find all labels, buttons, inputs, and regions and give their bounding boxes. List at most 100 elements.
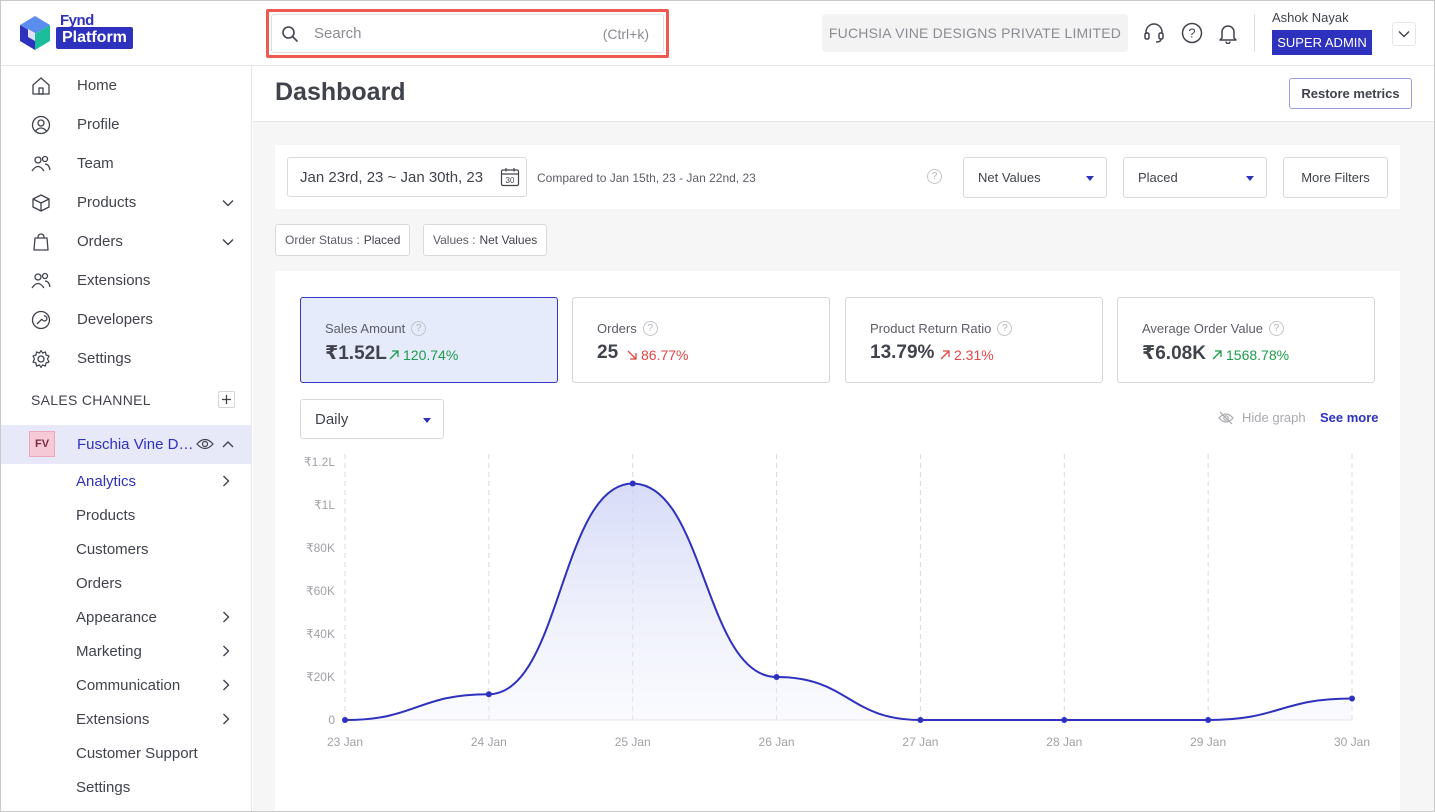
kpi-change-value: 86.77% [641, 347, 689, 363]
kpi-value: 13.79% [870, 342, 935, 363]
headset-icon[interactable] [1141, 20, 1167, 46]
filter-bar: Jan 23rd, 23 ~ Jan 30th, 23 30 Compared … [275, 145, 1400, 209]
kpi-card-sales-amount[interactable]: Sales Amount? ₹1.52L 120.74% [300, 297, 558, 383]
see-more-link[interactable]: See more [1320, 410, 1379, 425]
sidebar-item-products[interactable]: Products [0, 183, 252, 222]
gear-icon [30, 348, 52, 370]
sidebar-sub-extensions[interactable]: Extensions [0, 702, 252, 736]
help-circle-icon[interactable]: ? [927, 169, 942, 184]
add-sales-channel-button[interactable] [218, 391, 235, 408]
search-bar[interactable]: (Ctrl+k) [271, 14, 664, 53]
sidebar-item-label: Developers [77, 311, 153, 328]
user-name: Ashok Nayak [1272, 10, 1349, 25]
sub-item-label: Settings [76, 778, 131, 796]
sidebar-sub-settings[interactable]: Settings [0, 770, 252, 804]
hide-graph-label: Hide graph [1242, 410, 1306, 425]
top-bar: Fynd Platform (Ctrl+k) FUCHSIA VINE DESI… [0, 0, 1435, 66]
sidebar-item-team[interactable]: Team [0, 144, 252, 183]
eye-icon[interactable] [196, 437, 214, 451]
sidebar-sub-orders[interactable]: Orders [0, 566, 252, 600]
filter-chip-values[interactable]: Values : Net Values [423, 224, 548, 256]
bell-icon[interactable] [1215, 20, 1241, 46]
sidebar-item-developers[interactable]: Developers [0, 300, 252, 339]
help-circle-icon[interactable]: ? [1179, 20, 1205, 46]
sidebar-item-home[interactable]: Home [0, 66, 252, 105]
chip-value: Placed [363, 233, 401, 247]
chevron-up-icon[interactable] [222, 437, 234, 451]
data-point-3 [773, 674, 780, 680]
sidebar-item-profile[interactable]: Profile [0, 105, 252, 144]
x-tick-label: 24 Jan [471, 735, 507, 749]
sales-channel-item[interactable]: FV Fuschia Vine Designs [0, 425, 252, 464]
help-circle-icon[interactable]: ? [1268, 321, 1284, 336]
calendar-icon: 30 [500, 168, 520, 187]
date-range-picker[interactable]: Jan 23rd, 23 ~ Jan 30th, 23 30 [287, 157, 527, 197]
kpi-change: 86.77% [626, 347, 688, 363]
kpi-card-orders[interactable]: Orders? 25 86.77% [572, 297, 830, 383]
sidebar-item-orders[interactable]: Orders [0, 222, 252, 261]
sidebar-item-extensions[interactable]: Extensions [0, 261, 252, 300]
metrics-panel: Sales Amount? ₹1.52L 120.74% Orders? 25 … [275, 271, 1400, 812]
sidebar-sub-customer-support[interactable]: Customer Support [0, 736, 252, 770]
filter-chip-order-status[interactable]: Order Status : Placed [275, 224, 411, 256]
kpi-card-average-order-value[interactable]: Average Order Value? ₹6.08K 1568.78% [1117, 297, 1375, 383]
user-menu-button[interactable] [1392, 22, 1416, 46]
help-circle-icon[interactable]: ? [997, 321, 1013, 336]
logo-text-top: Fynd [60, 12, 94, 29]
sub-item-label: Analytics [76, 472, 137, 490]
sub-item-label: Products [76, 506, 136, 524]
company-selector[interactable]: FUCHSIA VINE DESIGNS PRIVATE LIMITED [822, 14, 1128, 52]
help-circle-icon[interactable]: ? [411, 321, 427, 336]
chip-key: Values : [433, 233, 476, 247]
chevron-down-icon[interactable] [220, 234, 236, 250]
chevron-right-icon [223, 713, 230, 725]
plus-icon [222, 395, 231, 404]
sidebar-sub-communication[interactable]: Communication [0, 668, 252, 702]
x-tick-label: 26 Jan [759, 735, 795, 749]
period-select[interactable]: Daily [300, 399, 444, 439]
sidebar-item-settings[interactable]: Settings [0, 339, 252, 378]
user-role-badge: SUPER ADMIN [1272, 30, 1372, 55]
data-point-0 [342, 717, 348, 723]
chevron-right-icon [223, 475, 230, 487]
page-title: Dashboard [275, 78, 406, 106]
kpi-change: 120.74% [388, 347, 458, 363]
sales-channel-title: SALES CHANNEL [31, 392, 151, 408]
y-tick-label: ₹1.2L [304, 455, 335, 469]
help-circle-icon[interactable]: ? [642, 321, 658, 336]
y-tick-label: ₹80K [306, 541, 335, 555]
sales-area-fill [345, 483, 1352, 720]
order-status-selected: Placed [1138, 170, 1178, 185]
sidebar-sub-appearance[interactable]: Appearance [0, 600, 252, 634]
hide-graph-toggle[interactable]: Hide graph [1218, 410, 1306, 425]
fynd-platform-logo[interactable]: Fynd Platform [16, 12, 156, 54]
extensions-icon [30, 270, 52, 292]
kpi-card-product-return-ratio[interactable]: Product Return Ratio? 13.79% 2.31% [845, 297, 1103, 383]
value-type-select[interactable]: Net Values [963, 157, 1107, 198]
y-tick-label: ₹20K [306, 670, 335, 684]
order-status-select[interactable]: Placed [1123, 157, 1267, 198]
caret-down-icon [1086, 176, 1094, 181]
search-input[interactable] [314, 25, 574, 42]
y-tick-label: 0 [328, 713, 335, 727]
date-range-value: Jan 23rd, 23 ~ Jan 30th, 23 [300, 168, 484, 186]
chevron-down-icon[interactable] [220, 195, 236, 211]
chevron-right-icon [223, 645, 230, 657]
restore-metrics-button[interactable]: Restore metrics [1289, 78, 1412, 109]
kpi-label: Sales Amount [325, 321, 406, 336]
more-filters-button[interactable]: More Filters [1283, 157, 1388, 198]
channel-name: Fuschia Vine Designs [77, 436, 197, 453]
home-icon [30, 75, 52, 97]
caret-down-icon [423, 418, 431, 423]
wrench-icon [30, 309, 52, 331]
y-tick-label: ₹1L [314, 498, 335, 512]
sidebar-item-label: Home [77, 77, 118, 94]
sidebar-sub-products[interactable]: Products [0, 498, 252, 532]
sidebar-sub-marketing[interactable]: Marketing [0, 634, 252, 668]
sidebar-sub-customers[interactable]: Customers [0, 532, 252, 566]
chip-value: Net Values [479, 233, 538, 247]
sidebar-item-label: Extensions [77, 272, 151, 289]
sidebar-item-label: Profile [77, 116, 120, 133]
data-point-7 [1349, 695, 1355, 702]
sidebar-sub-analytics[interactable]: Analytics [0, 464, 252, 498]
